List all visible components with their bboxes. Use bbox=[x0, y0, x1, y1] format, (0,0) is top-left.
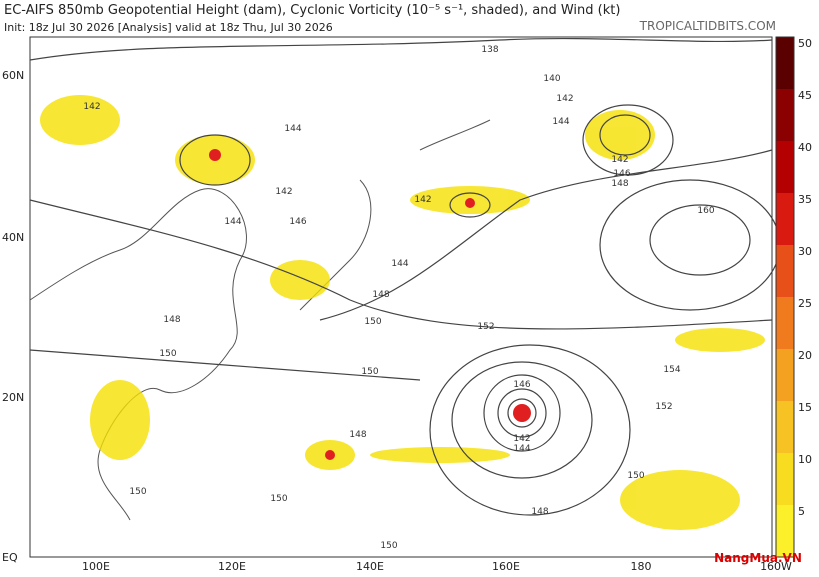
contour-label: 148 bbox=[349, 430, 366, 440]
colorbar-tick: 40 bbox=[798, 141, 812, 154]
contour-label: 148 bbox=[531, 507, 548, 517]
colorbar-cell bbox=[776, 453, 794, 505]
contour-label: 142 bbox=[275, 187, 292, 197]
lon-label: 120E bbox=[218, 560, 246, 573]
lon-label: 180 bbox=[631, 560, 652, 573]
contour-label: 150 bbox=[361, 367, 378, 377]
contour-label: 148 bbox=[611, 179, 628, 189]
colorbar-cell bbox=[776, 193, 794, 245]
colorbar-tick: 15 bbox=[798, 401, 812, 414]
contour-label: 142 bbox=[414, 195, 431, 205]
colorbar-cell bbox=[776, 37, 794, 89]
contour-label: 150 bbox=[627, 471, 644, 481]
contour-label: 144 bbox=[552, 117, 569, 127]
contour-label: 144 bbox=[513, 444, 530, 454]
contour-label: 152 bbox=[655, 402, 672, 412]
colorbar: 50 45 40 35 30 25 20 15 10 5 bbox=[775, 36, 812, 558]
contour-label: 160 bbox=[697, 206, 714, 216]
contour-label: 154 bbox=[663, 365, 680, 375]
colorbar-tick: 25 bbox=[798, 297, 812, 310]
lat-labels: 60N 40N 20N EQ bbox=[2, 69, 24, 564]
colorbar-cell bbox=[776, 505, 794, 557]
colorbar-cell bbox=[776, 349, 794, 401]
contour-label: 150 bbox=[129, 487, 146, 497]
contour-label: 144 bbox=[391, 259, 408, 269]
colorbar-cell bbox=[776, 141, 794, 193]
contour-label: 146 bbox=[513, 380, 530, 390]
colorbar-tick: 35 bbox=[798, 193, 812, 206]
lon-labels: 100E 120E 140E 160E 180 160W bbox=[82, 560, 792, 573]
colorbar-tick: 5 bbox=[798, 505, 805, 518]
contour-label: 146 bbox=[613, 169, 630, 179]
map-decor bbox=[29, 37, 781, 530]
lon-label: 160E bbox=[492, 560, 520, 573]
source: TROPICALTIDBITS.COM bbox=[639, 19, 776, 33]
lat-label: 20N bbox=[2, 391, 24, 404]
contour-label: 144 bbox=[284, 124, 301, 134]
colorbar-cell bbox=[776, 89, 794, 141]
contour-label: 138 bbox=[481, 45, 498, 55]
colorbar-cell bbox=[776, 401, 794, 453]
contour-label: 150 bbox=[270, 494, 287, 504]
lon-label: 140E bbox=[356, 560, 384, 573]
contour-label: 148 bbox=[372, 290, 389, 300]
colorbar-cell bbox=[776, 245, 794, 297]
title: EC-AIFS 850mb Geopotential Height (dam),… bbox=[4, 3, 620, 18]
contour-label: 140 bbox=[543, 74, 560, 84]
lat-label: 60N bbox=[2, 69, 24, 82]
contour-label: 142 bbox=[513, 434, 530, 444]
contour-label: 142 bbox=[556, 94, 573, 104]
contour-label: 148 bbox=[163, 315, 180, 325]
colorbar-cell bbox=[776, 297, 794, 349]
contour-label: 150 bbox=[380, 541, 397, 551]
colorbar-tick: 20 bbox=[798, 349, 812, 362]
colorbar-tick: 30 bbox=[798, 245, 812, 258]
contour-label: 144 bbox=[224, 217, 241, 227]
colorbar-tick: 45 bbox=[798, 89, 812, 102]
colorbar-tick: 50 bbox=[798, 37, 812, 50]
contour-label: 142 bbox=[611, 155, 628, 165]
lon-label: 100E bbox=[82, 560, 110, 573]
watermark: NangMua.VN bbox=[714, 551, 802, 565]
contour-label: 146 bbox=[289, 217, 306, 227]
colorbar-frame bbox=[775, 36, 795, 558]
contour-label: 142 bbox=[83, 102, 100, 112]
lat-label: 40N bbox=[2, 231, 24, 244]
lat-label: EQ bbox=[2, 551, 18, 564]
contour-label: 150 bbox=[159, 349, 176, 359]
colorbar-tick: 10 bbox=[798, 453, 812, 466]
contour-label: 150 bbox=[364, 317, 381, 327]
lon-label: 160W bbox=[760, 560, 792, 573]
contour-label: 152 bbox=[477, 322, 494, 332]
subtitle: Init: 18z Jul 30 2026 [Analysis] valid a… bbox=[4, 21, 333, 34]
